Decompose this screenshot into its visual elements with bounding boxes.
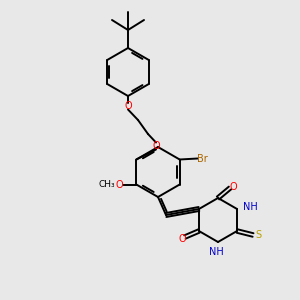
Text: Br: Br (197, 154, 208, 164)
Text: NH: NH (208, 247, 224, 257)
Text: O: O (124, 101, 132, 111)
Text: O: O (178, 234, 186, 244)
Text: O: O (116, 179, 123, 190)
Text: O: O (229, 182, 237, 192)
Text: O: O (152, 141, 160, 151)
Text: S: S (255, 230, 261, 240)
Text: CH₃: CH₃ (98, 180, 115, 189)
Text: NH: NH (243, 202, 258, 212)
